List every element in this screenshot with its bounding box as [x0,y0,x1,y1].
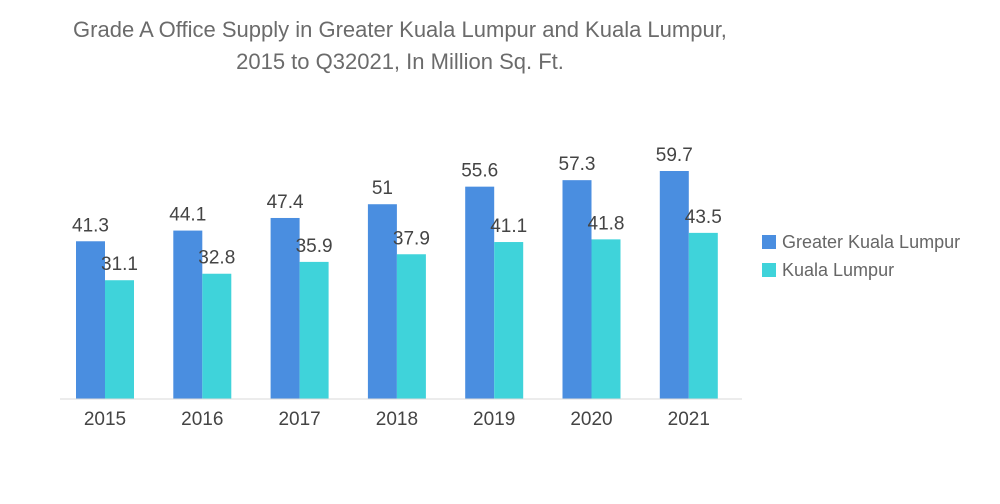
bar-kl-2018 [396,254,426,399]
x-tick-label-2021: 2021 [668,409,710,430]
x-tick-label-2015: 2015 [84,409,126,430]
value-label-kl-2019: 41.1 [490,216,527,237]
legend-label-kl: Kuala Lumpur [782,260,894,280]
x-tick-label-2017: 2017 [278,409,320,430]
x-tick-label-2018: 2018 [376,409,418,430]
bar-greater-kl-2016 [173,230,203,399]
chart-title: Grade A Office Supply in Greater Kuala L… [73,17,727,74]
bar-kl-2019 [494,242,524,399]
legend-swatch-kl [762,263,776,277]
bar-greater-kl-2019 [465,186,495,399]
value-label-kl-2018: 37.9 [393,228,430,249]
value-label-greater-kl-2018: 51 [372,178,393,199]
bar-greater-kl-2015 [76,241,105,399]
x-tick-labels-group: 2015 2016 2017 2018 2019 2020 2021 [84,409,710,430]
value-label-kl-2017: 35.9 [296,236,333,257]
value-label-kl-2021: 43.5 [685,207,722,228]
bar-kl-2016 [202,273,232,399]
value-label-kl-2015: 31.1 [101,254,138,275]
value-labels-group: 41.3 31.1 44.1 32.8 47.4 35.9 51 37.9 55.6 41.1 57… [72,145,722,275]
bar-kl-2021 [688,232,718,399]
legend: Greater Kuala Lumpur Kuala Lumpur [762,232,960,280]
value-label-kl-2016: 32.8 [198,248,235,269]
bar-greater-kl-2020 [562,180,592,399]
value-label-greater-kl-2020: 57.3 [559,154,596,175]
bar-greater-kl-2017 [270,217,300,399]
value-label-greater-kl-2017: 47.4 [267,192,304,213]
value-label-greater-kl-2019: 55.6 [461,161,498,182]
bar-greater-kl-2021 [659,171,689,399]
value-label-greater-kl-2016: 44.1 [169,205,206,226]
bar-kl-2020 [591,239,621,399]
value-label-kl-2020: 41.8 [588,213,625,234]
bar-kl-2017 [299,261,329,399]
x-tick-label-2020: 2020 [570,409,612,430]
x-tick-label-2019: 2019 [473,409,515,430]
bars-group [76,171,718,399]
legend-label-greater-kl: Greater Kuala Lumpur [782,232,960,252]
x-tick-label-2016: 2016 [181,409,223,430]
legend-swatch-greater-kl [762,235,776,249]
value-label-greater-kl-2021: 59.7 [656,145,693,166]
bar-kl-2015 [105,280,134,399]
bar-greater-kl-2018 [367,204,397,399]
value-label-greater-kl-2015: 41.3 [72,215,109,236]
